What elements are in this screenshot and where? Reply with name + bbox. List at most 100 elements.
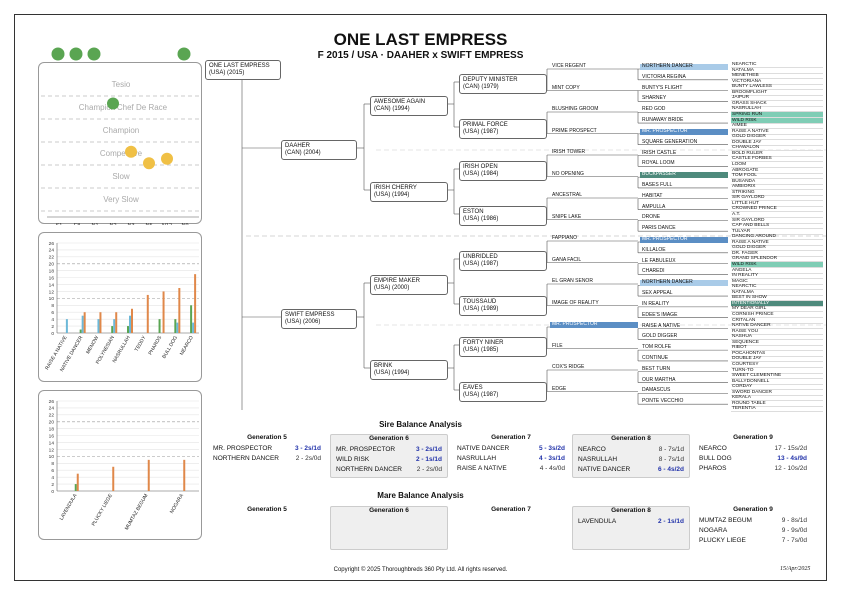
g6-horse[interactable]: GRAND SPLENDOR (731, 256, 823, 263)
subject-horse[interactable]: ONE LAST EMPRESS (USA) (2015) (205, 60, 281, 80)
g6-horse[interactable]: DANCING AROUND (731, 234, 823, 241)
g6-horse[interactable]: A.T. (731, 212, 823, 218)
grandparent-box[interactable]: EMPIRE MAKER (USA) (2000) (370, 275, 448, 295)
g6-horse[interactable]: RIBOT (731, 345, 823, 352)
g6-horse[interactable]: CORNISH PRINCE (731, 312, 823, 318)
g6-horse[interactable]: SIR GAYLORD (731, 218, 823, 224)
g3-box[interactable]: DEPUTY MINISTER (CAN) (1979) (459, 74, 547, 94)
g3-box[interactable]: PRIMAL FORCE (USA) (1987) (459, 119, 547, 139)
g5-horse[interactable]: VICTORIA REGINA (642, 73, 686, 80)
g6-horse[interactable]: BALLYDONNELL (731, 379, 823, 385)
g5-horse[interactable]: AMPULLA (642, 203, 666, 210)
g6-horse[interactable]: POCAHONTAS (731, 351, 823, 357)
grandparent-box[interactable]: BRINK (USA) (1994) (370, 360, 448, 380)
g6-horse[interactable]: TURN-TO (731, 368, 823, 374)
g6-horse[interactable]: NATIVE DANCER (731, 323, 823, 330)
g4-horse[interactable]: ANCESTRAL (552, 192, 583, 198)
sire-dam-box[interactable]: SWIFT EMPRESS (USA) (2006) (281, 309, 357, 329)
g6-horse[interactable]: RAISE A NATIVE (731, 129, 823, 135)
g6-horse[interactable]: RAISE YOU (731, 329, 823, 335)
g5-horse[interactable]: DAMASCUS (642, 387, 671, 394)
g6-horse[interactable]: STRIKING (731, 190, 823, 196)
g5-horse[interactable]: SQUARE GENERATION (642, 138, 698, 145)
g4-horse[interactable]: FAPPIANO (552, 235, 578, 241)
g3-box[interactable]: TOUSSAUD (USA) (1989) (459, 296, 547, 316)
g6-horse[interactable]: BUSANDA (731, 179, 823, 185)
g6-horse[interactable]: JAIPUR (731, 95, 823, 102)
g6-horse[interactable]: GOLD DIGGER (731, 245, 823, 252)
g6-horse[interactable]: NASRULLAH (731, 106, 823, 113)
g5-horse[interactable]: BEST TURN (642, 365, 671, 372)
g5-horse[interactable]: LE FABULEUX (642, 257, 676, 264)
g6-horse[interactable]: CAP AND BELLS (731, 223, 823, 230)
g6-horse[interactable]: NATALMA (731, 68, 823, 74)
g6-horse[interactable]: GRASS SHACK (731, 101, 823, 107)
g6-horse[interactable]: ANGELA (731, 268, 823, 274)
g6-horse[interactable]: COURTESY (731, 362, 823, 368)
g6-horse[interactable]: AMBIORIX (731, 184, 823, 191)
g6-horse[interactable]: NATALMA (731, 290, 823, 296)
g6-horse[interactable]: WILD RISK (731, 262, 823, 268)
g5-horse[interactable]: IRISH CASTLE (642, 149, 677, 156)
g6-horse[interactable]: CRITALAN (731, 318, 823, 324)
grandparent-box[interactable]: IRISH CHERRY (USA) (1994) (370, 182, 448, 202)
g6-horse[interactable]: IN REALITY (731, 273, 823, 280)
g4-horse[interactable]: BLUSHING GROOM (552, 106, 599, 112)
g3-box[interactable]: EAVES (USA) (1987) (459, 382, 547, 402)
g6-horse[interactable]: MAGIC (731, 279, 823, 285)
g5-horse[interactable]: PARIS DANCE (642, 225, 676, 232)
g5-horse[interactable]: KILLALOE (642, 246, 666, 253)
g6-horse[interactable]: NASHUA (731, 334, 823, 341)
g6-horse[interactable]: DR. FAGER (731, 251, 823, 257)
g3-box[interactable]: FORTY NINER (USA) (1985) (459, 337, 547, 357)
g6-horse[interactable]: VICTORIANA (731, 79, 823, 85)
g6-horse[interactable]: SIR GAYLORD (731, 195, 823, 202)
g6-horse[interactable]: TULYAR (731, 229, 823, 235)
g6-horse[interactable]: ABROGATE (731, 168, 823, 174)
g6-horse[interactable]: BEST IN SHOW (731, 295, 823, 302)
g5-horse[interactable]: SEX APPEAL (642, 290, 673, 297)
g5-horse[interactable]: RED GOD (642, 106, 666, 113)
g6-horse[interactable]: LITTLE HUT (731, 201, 823, 207)
g5-horse[interactable]: TOM ROLFE (642, 344, 672, 351)
g6-horse[interactable]: SWEET CLEMENTINE (731, 373, 823, 380)
g6-horse[interactable]: ROUND TABLE (731, 401, 823, 407)
g6-horse[interactable]: TERENTIA (731, 406, 823, 413)
grandparent-box[interactable]: AWESOME AGAIN (CAN) (1994) (370, 96, 448, 116)
g5-horse[interactable]: NORTHERN DANCER (640, 64, 728, 70)
g6-horse[interactable]: MENETHEB (731, 73, 823, 80)
g6-horse[interactable]: KERALA (731, 395, 823, 402)
g6-horse[interactable]: LOOM (731, 162, 823, 168)
g5-horse[interactable]: MR. PROSPECTOR (640, 237, 728, 243)
g4-horse[interactable]: COX'S RIDGE (552, 364, 585, 370)
g6-horse[interactable]: BROOMFLIGHT (731, 90, 823, 96)
g5-horse[interactable]: SHARNEY (642, 95, 667, 102)
g6-horse[interactable]: BOLD RULER (731, 151, 823, 157)
g4-horse[interactable]: FILE (552, 342, 563, 349)
g5-horse[interactable]: IN REALITY (642, 300, 670, 307)
sire-dam-box[interactable]: DAAHER (CAN) (2004) (281, 140, 357, 160)
g6-horse[interactable]: CORDAY (731, 384, 823, 391)
g3-box[interactable]: ESTON (USA) (1986) (459, 206, 547, 226)
g6-horse[interactable]: WILD RISK (731, 117, 823, 124)
g6-horse[interactable]: DOUBLE JAY (731, 356, 823, 363)
g6-horse[interactable]: RAISE A NATIVE (731, 240, 823, 246)
g5-horse[interactable]: EDEE'S IMAGE (642, 311, 678, 318)
g6-horse[interactable]: CROWNED PRINCE (731, 206, 823, 213)
g4-horse[interactable]: SNIPE LAKE (552, 213, 582, 220)
g4-horse[interactable]: NO OPENING (552, 170, 584, 177)
g5-horse[interactable]: ROYAL LOOM (642, 160, 675, 167)
g5-horse[interactable]: HABITAT (642, 192, 663, 199)
g6-horse[interactable]: SEQUENCE (731, 340, 823, 346)
g5-horse[interactable]: BASES FULL (642, 181, 673, 188)
g5-horse[interactable]: CONTINUE (642, 354, 669, 361)
g5-horse[interactable]: BUNTY'S FLIGHT (642, 84, 683, 91)
g4-horse[interactable]: IRISH TOWER (552, 149, 586, 155)
g5-horse[interactable]: MR. PROSPECTOR (640, 128, 728, 135)
g5-horse[interactable]: GOLD DIGGER (642, 333, 678, 340)
g4-horse[interactable]: VICE REGENT (552, 63, 586, 69)
g6-horse[interactable]: SPRING RUN (731, 112, 823, 118)
g6-horse[interactable]: MY DEAR GIRL (731, 306, 823, 313)
g6-horse[interactable]: CHAWALON (731, 145, 823, 152)
g6-horse[interactable]: DOUBLE JAY (731, 140, 823, 146)
